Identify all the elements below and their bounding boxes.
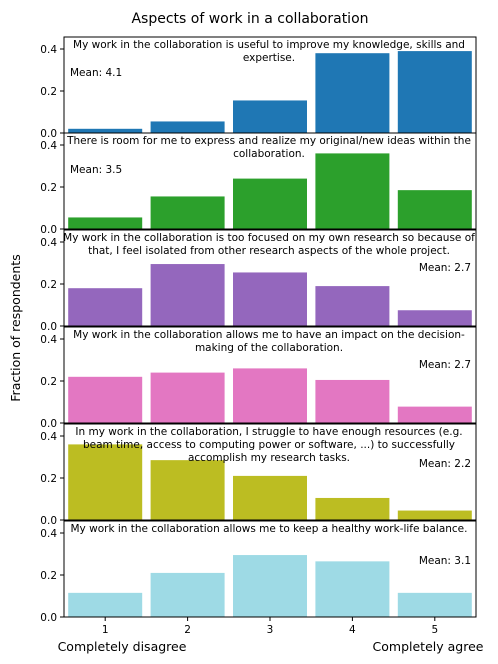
panel-4: 0.0 0.2 0.4 My work in the collaboration al… — [40, 326, 477, 430]
bar-panel5-4 — [315, 497, 390, 520]
bar-panel1-4 — [315, 53, 390, 134]
bar-panel4-3 — [233, 368, 307, 423]
bar-panel3-2 — [150, 264, 225, 326]
panel-frame — [63, 326, 477, 424]
panel-mean-label: Mean: 2.7 — [419, 262, 471, 274]
bar-panel5-5 — [397, 510, 472, 520]
bar-panel3-3 — [233, 272, 307, 326]
panel-question: My work in the collaboration allows me t… — [71, 523, 468, 535]
x-tick-label: 4 — [349, 624, 356, 636]
x-end-label-left: Completely disagree — [58, 639, 187, 654]
bar-panel5-2 — [150, 460, 225, 520]
bar-panel2-5 — [397, 190, 472, 229]
y-tick-label: 0.4 — [40, 431, 57, 443]
x-tick-label: 2 — [184, 624, 191, 636]
panel-1: 0.0 0.2 0.4 My work in the collaboration is… — [40, 36, 477, 140]
y-tick-label: 0.0 — [40, 128, 57, 140]
x-tick-label: 5 — [431, 624, 438, 636]
panel-question: In my work in the collaboration, I strug… — [75, 426, 462, 464]
y-tick-label: 0.0 — [40, 418, 57, 430]
panel-question: My work in the collaboration is too focu… — [63, 232, 475, 257]
y-axis-label: Fraction of respondents — [8, 254, 23, 401]
panel-mean-label: Mean: 4.1 — [70, 67, 122, 79]
panel-mean-label: Mean: 2.2 — [419, 458, 471, 470]
bar-panel4-2 — [150, 372, 225, 423]
y-tick-label: 0.4 — [40, 44, 57, 56]
panel-frame — [63, 229, 477, 327]
panel-frame — [63, 423, 477, 521]
x-tick-label: 1 — [102, 624, 109, 636]
x-axis-ticks: 1 2 3 4 5 — [102, 617, 438, 636]
y-tick-label: 0.4 — [40, 528, 57, 540]
y-tick-label: 0.4 — [40, 237, 57, 249]
y-tick-label: 0.0 — [40, 612, 57, 624]
y-tick-label: 0.0 — [40, 515, 57, 527]
bar-panel2-2 — [150, 196, 225, 229]
x-end-label-right: Completely agree — [373, 639, 484, 654]
y-tick-label: 0.2 — [40, 473, 57, 485]
bar-panel6-4 — [315, 561, 390, 617]
bar-panel2-4 — [315, 153, 390, 229]
y-tick-label: 0.0 — [40, 224, 57, 236]
bar-panel4-4 — [315, 379, 390, 423]
bar-panel6-1 — [68, 592, 143, 617]
y-tick-label: 0.2 — [40, 570, 57, 582]
panel-mean-label: Mean: 3.5 — [70, 164, 122, 176]
bar-panel5-1 — [68, 444, 143, 520]
bar-panel6-2 — [150, 572, 225, 617]
bar-panel3-1 — [68, 288, 143, 326]
bar-panel1-5 — [397, 51, 472, 133]
bar-panel2-3 — [233, 178, 307, 229]
bar-panel2-1 — [68, 217, 143, 229]
y-tick-label: 0.4 — [40, 140, 57, 152]
bar-panel4-1 — [68, 376, 143, 423]
panel-question: My work in the collaboration is useful t… — [73, 39, 465, 64]
bar-panel1-2 — [150, 121, 225, 133]
y-tick-label: 0.2 — [40, 182, 57, 194]
panel-mean-label: Mean: 2.7 — [419, 359, 471, 371]
panel-3: 0.0 0.2 0.4 My work in the collaboration is… — [40, 229, 477, 333]
y-tick-label: 0.2 — [40, 279, 57, 291]
panel-question: My work in the collaboration allows me t… — [73, 329, 465, 354]
panels: 0.0 0.2 0.4 My work in the collaboration is… — [40, 36, 477, 624]
panel-2: 0.0 0.2 0.4 There is room for me to express… — [40, 132, 477, 236]
bar-panel6-3 — [233, 555, 307, 617]
panel-5: 0.0 0.2 0.4 In my work in the collaboration… — [40, 423, 477, 527]
panel-frame — [63, 132, 477, 230]
panel-6: 0.0 0.2 0.4 My work in the collaboration al… — [40, 520, 477, 624]
bar-panel3-4 — [315, 286, 390, 326]
bar-panel1-1 — [68, 128, 143, 133]
y-tick-label: 0.0 — [40, 321, 57, 333]
y-tick-label: 0.2 — [40, 376, 57, 388]
bar-panel1-3 — [233, 100, 307, 133]
panel-question: There is room for me to express and real… — [66, 135, 471, 160]
y-tick-label: 0.2 — [40, 86, 57, 98]
bar-panel5-3 — [233, 475, 307, 520]
bar-panel3-5 — [397, 310, 472, 326]
bar-panel6-5 — [397, 592, 472, 617]
y-tick-label: 0.4 — [40, 334, 57, 346]
chart-title: Aspects of work in a collaboration — [131, 11, 368, 27]
x-tick-label: 3 — [267, 624, 274, 636]
bar-panel4-5 — [397, 406, 472, 423]
panel-mean-label: Mean: 3.1 — [419, 555, 471, 567]
